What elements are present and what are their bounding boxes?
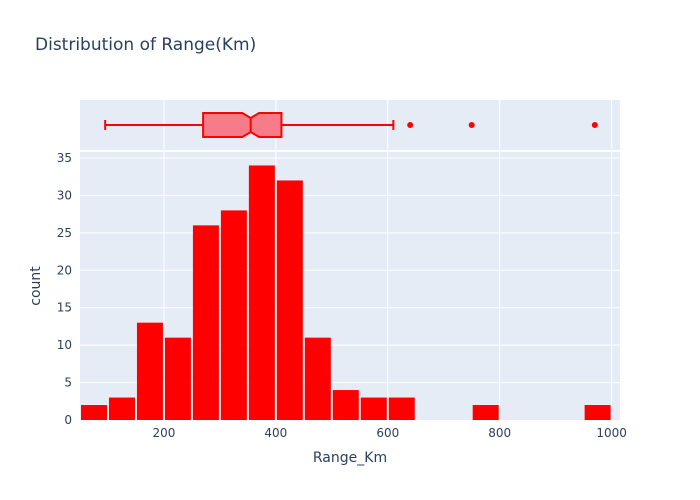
histogram-bars[interactable] — [81, 165, 611, 420]
histogram-bar[interactable] — [304, 337, 331, 420]
histogram-bar[interactable] — [472, 405, 499, 420]
y-tick-label: 0 — [64, 413, 72, 427]
histogram-bar[interactable] — [360, 397, 387, 420]
box-outlier-point[interactable] — [591, 122, 598, 128]
x-tick-label: 600 — [376, 426, 399, 440]
histogram-bar[interactable] — [248, 165, 275, 420]
y-tick-label: 5 — [64, 376, 72, 390]
histogram-bar[interactable] — [164, 337, 191, 420]
x-tick-label: 400 — [264, 426, 287, 440]
y-axis-ticks: 0 5 10 15 20 25 30 35 — [57, 151, 72, 427]
x-tick-label: 1000 — [596, 426, 627, 440]
histogram-bar[interactable] — [584, 405, 611, 420]
y-tick-label: 25 — [57, 226, 72, 240]
x-tick-label: 800 — [488, 426, 511, 440]
x-axis-title: Range_Km — [313, 450, 387, 466]
box-outlier-point[interactable] — [468, 122, 475, 128]
chart-title: Distribution of Range(Km) — [35, 35, 256, 55]
box-iqr[interactable] — [202, 112, 283, 138]
histogram-bar[interactable] — [136, 322, 163, 420]
histogram-bar[interactable] — [220, 210, 247, 420]
histogram-bar[interactable] — [388, 397, 415, 420]
histogram-bar[interactable] — [276, 180, 303, 420]
y-tick-label: 10 — [57, 338, 72, 352]
y-tick-label: 35 — [57, 151, 72, 165]
y-axis-title: count — [28, 266, 44, 306]
x-tick-label: 200 — [152, 426, 175, 440]
box-outlier-point[interactable] — [407, 122, 414, 128]
histogram-bar[interactable] — [332, 390, 359, 420]
x-axis-ticks: 200 400 600 800 1000 — [152, 426, 626, 440]
y-tick-label: 30 — [57, 188, 72, 202]
histogram-bar[interactable] — [108, 397, 135, 420]
histogram-bar[interactable] — [192, 225, 219, 420]
y-tick-label: 20 — [57, 263, 72, 277]
y-tick-label: 15 — [57, 301, 72, 315]
histogram-bar[interactable] — [81, 405, 107, 420]
box-plot[interactable] — [104, 112, 598, 138]
